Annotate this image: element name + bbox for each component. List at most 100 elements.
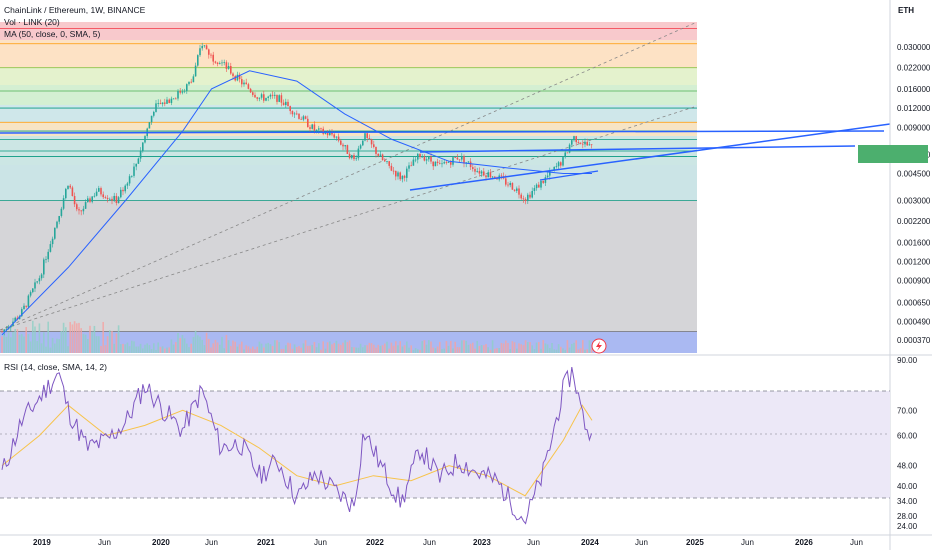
volume-bar — [201, 339, 203, 353]
volume-bar — [179, 338, 181, 353]
candle-body — [355, 158, 357, 160]
trendline-short[interactable] — [539, 170, 599, 181]
volume-bar — [368, 342, 371, 353]
volume-legend[interactable]: Vol · LINK (20) — [4, 17, 60, 27]
time-tick-label: 2026 — [795, 538, 813, 547]
time-axis[interactable]: 2019 Jun 2020 Jun 2021 Jun 2022 Jun 2023 Jun 2024 J… — [33, 538, 863, 547]
volume-bar — [69, 321, 71, 353]
price-axis[interactable]: 0.030000 0.022000 0.016000 0.012000 0.009000… — [897, 43, 931, 345]
candle-body — [131, 175, 133, 177]
candle-body — [223, 62, 225, 64]
price-tick-label: 0.001600 — [897, 238, 931, 247]
volume-bar — [408, 347, 410, 353]
volume-bar — [318, 343, 320, 353]
volume-bar — [188, 347, 190, 353]
volume-bar — [568, 347, 571, 353]
candle-body — [381, 154, 384, 161]
candle-body — [304, 116, 307, 119]
volume-bar — [520, 344, 522, 353]
flash-icon[interactable] — [591, 338, 607, 354]
trendline-resistance[interactable] — [0, 130, 885, 134]
volume-bar — [500, 342, 503, 353]
price-tick-label: 0.001200 — [897, 258, 931, 267]
ma-50-line — [1, 70, 592, 336]
volume-bar — [113, 343, 115, 353]
volume-bar — [10, 337, 12, 353]
volume-bar — [203, 345, 206, 353]
volume-bar — [98, 336, 100, 353]
volume-bar — [346, 342, 349, 353]
candle-body — [307, 118, 309, 128]
candle-body — [377, 153, 379, 156]
rsi-tick-label: 24.00 — [897, 522, 918, 531]
symbol-legend[interactable]: ChainLink / Ethereum, 1W, BINANCE — [4, 5, 146, 15]
volume-bar — [557, 344, 560, 353]
volume-bar — [40, 343, 43, 353]
candle-body — [408, 165, 410, 169]
volume-bar — [586, 349, 588, 353]
candle-body — [139, 150, 142, 159]
volume-bar — [494, 348, 496, 353]
candle-body — [549, 170, 551, 176]
candle-body — [159, 103, 162, 105]
time-tick-label: 2024 — [581, 538, 599, 547]
volume-bar — [445, 341, 448, 353]
volume-bar — [241, 341, 243, 353]
candle-body — [476, 171, 478, 172]
rsi-legend[interactable]: RSI (14, close, SMA, 14, 2) — [4, 362, 107, 372]
candle-body — [480, 171, 483, 174]
trendlines[interactable] — [0, 123, 891, 191]
volume-bar — [27, 334, 30, 353]
volume-bar — [340, 345, 342, 353]
candle-body — [289, 106, 291, 112]
candle-body — [241, 79, 243, 85]
volume-bar — [491, 340, 494, 353]
volume-bar — [379, 345, 382, 353]
volume-bar — [5, 336, 8, 353]
volume-bar — [238, 344, 241, 353]
dashed-lower-channel — [0, 105, 698, 331]
volume-bar — [234, 341, 236, 353]
volume-bar — [522, 345, 525, 353]
fibonacci-zones — [0, 22, 697, 353]
candle-body — [100, 188, 102, 195]
candle-body — [425, 159, 428, 161]
volume-bar — [232, 340, 234, 353]
volume-bar — [89, 325, 91, 353]
volume-bar — [531, 345, 533, 353]
volume-bar — [25, 327, 27, 353]
trendline-triangle-top[interactable] — [419, 145, 856, 153]
volume-bar — [186, 343, 188, 353]
candle-body — [511, 183, 514, 190]
volume-bar — [432, 347, 434, 353]
trendline-rising-support[interactable] — [409, 123, 891, 191]
ma-legend[interactable]: MA (50, close, 0, SMA, 5) — [4, 29, 101, 39]
candle-body — [62, 198, 65, 209]
volume-bar — [315, 347, 318, 353]
volume-bar — [109, 330, 111, 353]
candle-body — [78, 209, 80, 211]
candle-body — [227, 66, 230, 69]
candle-body — [571, 140, 573, 145]
volume-bar — [326, 342, 329, 353]
price-tick-label: 0.000490 — [897, 317, 931, 326]
candle-body — [309, 127, 311, 129]
candle-body — [573, 136, 575, 141]
volume-bar — [205, 332, 208, 353]
volume-bar — [12, 332, 14, 353]
volume-bar — [538, 342, 540, 353]
volume-bar — [144, 344, 146, 353]
candle-body — [364, 133, 366, 141]
volume-bar — [62, 322, 65, 353]
volume-bar — [412, 349, 415, 353]
candle-body — [469, 161, 472, 168]
candle-body — [287, 101, 289, 107]
candle-body — [447, 162, 450, 163]
currency-label[interactable]: ETH — [898, 6, 914, 15]
candle-body — [410, 165, 412, 167]
volume-bars — [1, 320, 593, 353]
volume-bar — [555, 349, 558, 353]
volume-bar — [579, 348, 582, 353]
